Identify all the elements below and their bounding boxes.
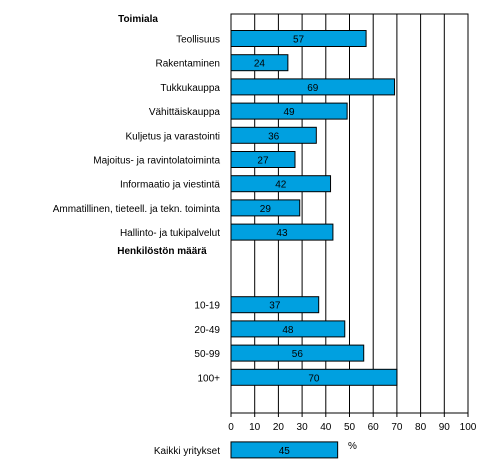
data-label: 48 <box>282 325 294 336</box>
category-label: Teollisuus <box>176 35 220 46</box>
bar <box>230 441 339 459</box>
group-title: Toimiala <box>118 14 158 25</box>
category-label: Hallinto- ja tukipalvelut <box>120 228 220 239</box>
data-label: 57 <box>293 35 305 46</box>
x-tick-label: 0 <box>228 422 234 433</box>
category-label: Kuljetus ja varastointi <box>126 131 221 142</box>
category-label: 50-99 <box>194 349 220 360</box>
data-label: 42 <box>275 180 287 191</box>
bar <box>230 320 346 338</box>
group-title: Henkilöstön määrä <box>117 246 207 257</box>
category-label: Tukkukauppa <box>160 83 220 94</box>
bar <box>230 296 320 314</box>
x-tick-label: 70 <box>391 422 403 433</box>
data-label: 43 <box>276 228 288 239</box>
bar <box>230 175 332 193</box>
data-label: 56 <box>292 349 304 360</box>
bar <box>230 78 396 96</box>
category-label: 20-49 <box>194 325 220 336</box>
category-labels: Toimiala Teollisuus Rakentaminen Tukkukaupp… <box>53 14 221 457</box>
category-label: Informaatio ja viestintä <box>120 180 220 191</box>
category-label: 100+ <box>197 373 220 384</box>
x-tick-label: 10 <box>249 422 261 433</box>
category-label: Rakentaminen <box>156 59 220 70</box>
bar <box>230 54 289 72</box>
bar <box>230 30 367 47</box>
category-label: Kaikki yritykset <box>154 446 220 457</box>
bars: 57 24 69 49 36 27 42 29 43 37 48 56 70 45 <box>230 30 398 459</box>
bar <box>230 344 365 362</box>
x-tick-label: 100 <box>460 422 477 433</box>
category-label: 10-19 <box>194 301 220 312</box>
category-label: Majoitus- ja ravintolatoiminta <box>93 156 220 167</box>
data-label: 29 <box>260 204 272 215</box>
x-axis: 0 10 20 30 40 50 60 70 80 90 100% <box>228 413 477 452</box>
data-label: 36 <box>268 131 280 142</box>
data-label: 24 <box>254 59 266 70</box>
x-tick-label: 80 <box>415 422 427 433</box>
x-axis-label: % <box>348 441 357 452</box>
data-label: 37 <box>269 301 281 312</box>
data-label: 49 <box>284 107 296 118</box>
x-tick-label: 20 <box>273 422 285 433</box>
x-tick-label: 90 <box>439 422 451 433</box>
data-label: 70 <box>308 373 320 384</box>
bar <box>230 199 301 217</box>
x-tick-label: 30 <box>297 422 309 433</box>
category-label: Vähittäiskauppa <box>149 107 221 118</box>
bar <box>230 102 348 120</box>
bar <box>230 151 296 168</box>
x-tick-label: 50 <box>344 422 356 433</box>
data-label: 27 <box>257 156 269 167</box>
bar <box>230 368 398 386</box>
data-label: 45 <box>279 446 291 457</box>
data-label: 69 <box>307 83 319 94</box>
x-tick-label: 60 <box>368 422 380 433</box>
x-tick-label: 40 <box>320 422 332 433</box>
bar <box>230 126 317 144</box>
bar <box>230 223 334 241</box>
category-label: Ammatillinen, tieteell. ja tekn. toimint… <box>53 204 221 215</box>
